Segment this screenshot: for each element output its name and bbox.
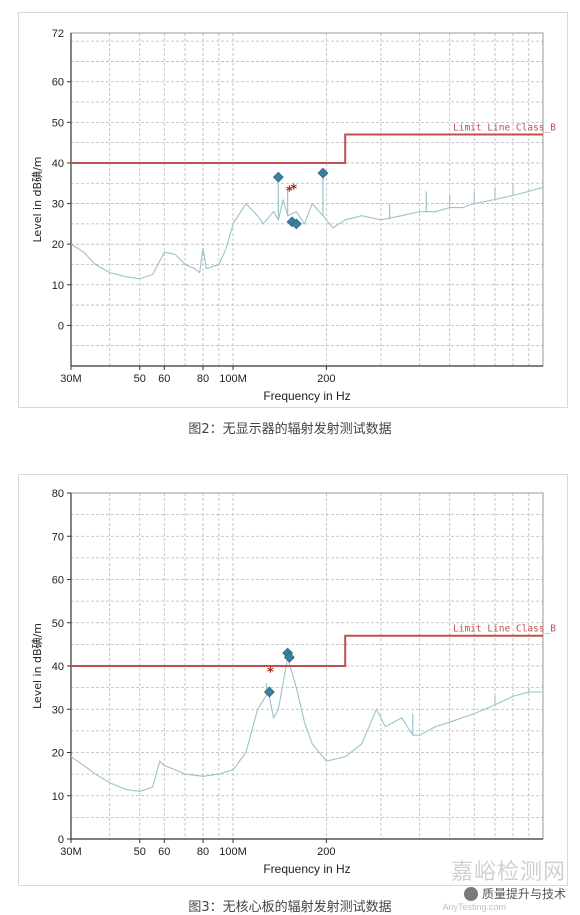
y-tick-label: 0 [58, 320, 64, 332]
peak-diamond-marker [317, 167, 329, 179]
x-tick-label: 100M [219, 846, 247, 858]
y-tick-label: 0 [58, 834, 64, 846]
x-tick-label: 30M [60, 846, 81, 858]
y-tick-label: 20 [52, 239, 64, 251]
peak-diamond-marker [283, 651, 295, 663]
plot-frame [70, 32, 544, 367]
quasi-peak-star-marker: * [290, 182, 297, 197]
emission-chart-2: 0 10 20 30 40 50 60 70 80 30M 50 60 80 100M 200 Frequen… [31, 488, 556, 876]
watermark-brand-text: 质量提升与技术 [481, 887, 566, 901]
watermark-subtitle: AnyTesting.com [442, 902, 506, 912]
emission-trace [70, 186, 544, 280]
y-axis-label: Level in dB碘/m [31, 156, 44, 242]
chart-caption-1: 图2：无显示器的辐射发射测试数据 [188, 422, 392, 437]
chart-caption-2: 图3：无核心板的辐射发射测试数据 [188, 900, 392, 915]
chart-panel-2: 0 10 20 30 40 50 60 70 80 30M 50 60 80 100M 200 Frequen… [18, 474, 568, 886]
x-tick-label: 50 [134, 846, 146, 858]
x-tick-label: 30M [60, 373, 81, 385]
peak-diamond-marker [272, 171, 284, 183]
limit-line-label: Limit Line Class_B [453, 624, 556, 635]
x-tick-label: 60 [158, 373, 170, 385]
y-top-label: 72 [52, 28, 64, 40]
watermark-brand: 质量提升与技术 [463, 885, 566, 902]
quasi-peak-star-marker: * [267, 665, 274, 680]
x-tick-label: 80 [197, 846, 209, 858]
x-tick-label: 50 [134, 373, 146, 385]
peak-diamond-marker [263, 686, 275, 698]
x-axis-label: Frequency in Hz [263, 862, 350, 876]
watermark-title: 嘉峪检测网 [450, 860, 566, 885]
x-tick-label: 200 [317, 846, 335, 858]
x-axis-label: Frequency in Hz [263, 389, 350, 403]
y-tick-label: 80 [52, 488, 64, 500]
x-tick-label: 200 [317, 373, 335, 385]
x-tick-label: 100M [219, 373, 247, 385]
y-tick-label: 50 [52, 117, 64, 129]
y-axis-label: Level in dB碘/m [31, 623, 44, 709]
emission-chart-1: 0 10 20 30 40 50 60 72 30M 50 60 80 100M 200 Frequency… [31, 28, 556, 403]
y-tick-label: 10 [52, 791, 64, 803]
chart-panel-1: 0 10 20 30 40 50 60 72 30M 50 60 80 100M 200 Frequency… [18, 12, 568, 408]
limit-line [71, 634, 543, 667]
y-tick-label: 30 [52, 199, 64, 211]
watermark: 嘉峪检测网 AnyTesting.com 质量提升与技术 [416, 854, 566, 912]
wechat-icon [463, 886, 478, 901]
y-tick-label: 40 [52, 158, 64, 170]
y-tick-label: 40 [52, 661, 64, 673]
y-tick-label: 30 [52, 704, 64, 716]
y-tick-label: 70 [52, 531, 64, 543]
y-tick-label: 10 [52, 280, 64, 292]
x-tick-label: 60 [158, 846, 170, 858]
peak-diamond-marker [290, 218, 302, 230]
y-tick-label: 60 [52, 575, 64, 587]
quasi-peak-star-marker: * [286, 184, 293, 199]
y-tick-label: 20 [52, 748, 64, 760]
y-tick-label: 50 [52, 618, 64, 630]
x-tick-label: 80 [197, 373, 209, 385]
limit-line [71, 133, 543, 164]
emission-trace [70, 657, 543, 792]
limit-line-label: Limit Line Class_B [453, 123, 556, 134]
y-tick-label: 60 [52, 77, 64, 89]
